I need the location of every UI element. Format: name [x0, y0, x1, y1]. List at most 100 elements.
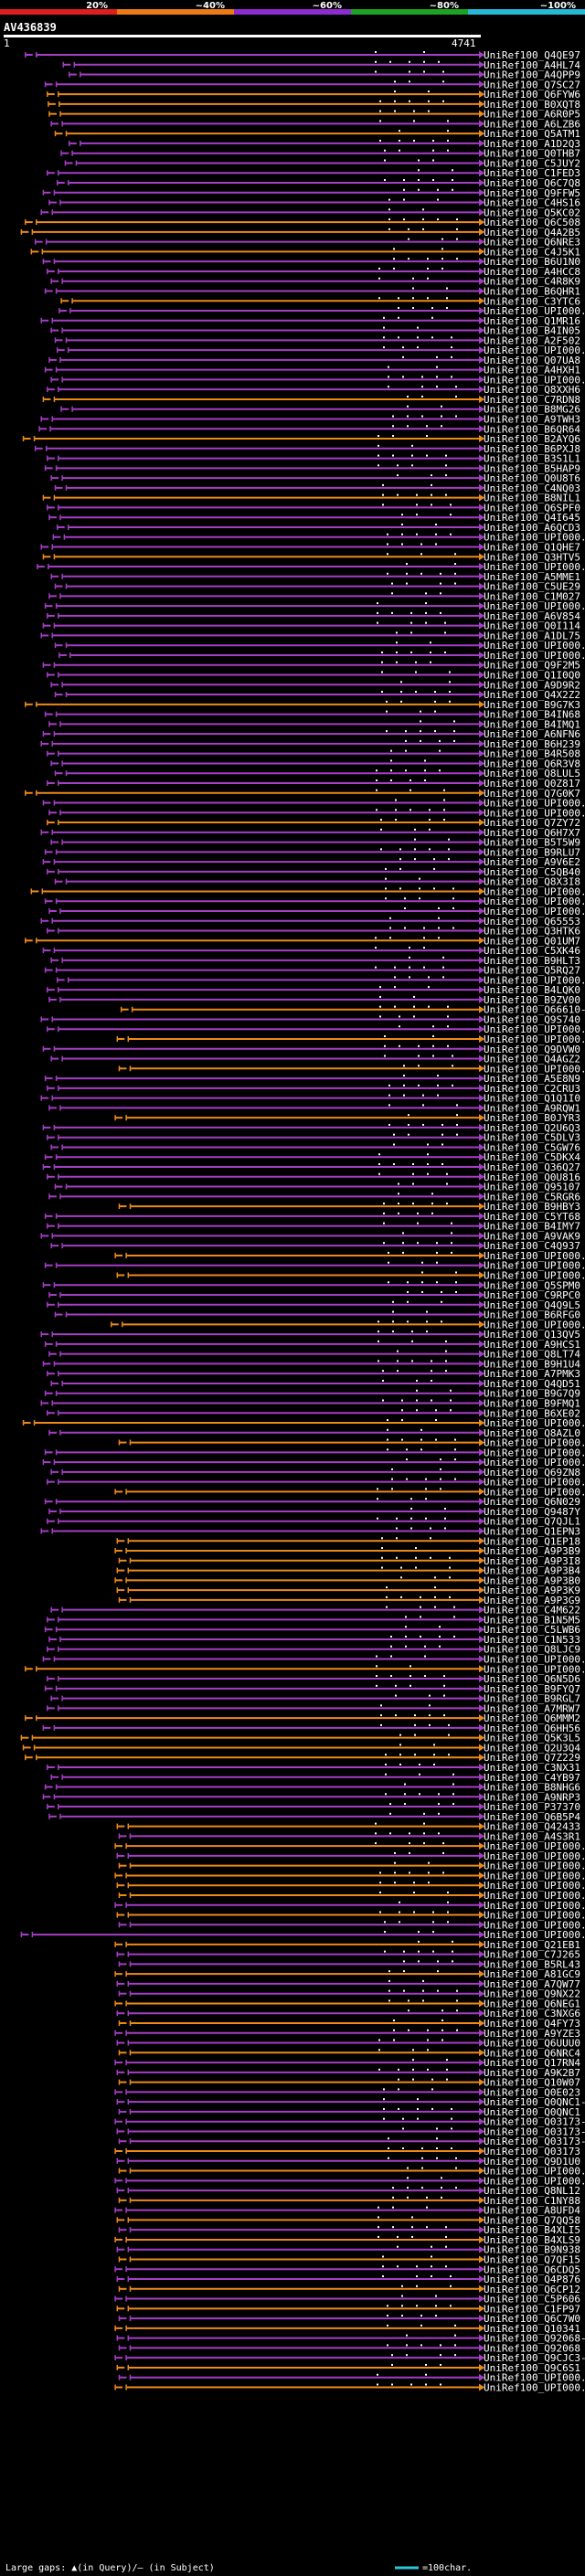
hit-row[interactable]: UniRef100_Q3HTK6 [47, 926, 580, 938]
hit-row[interactable]: UniRef100_Q36Q27 [42, 1161, 580, 1173]
hit-label[interactable]: UniRef100_UPI000... [484, 1447, 585, 1458]
hit-label[interactable]: UniRef100_UPI000... [484, 1850, 585, 1862]
hit-label[interactable]: UniRef100_UPI000... [484, 2175, 585, 2187]
hit-row[interactable]: UniRef100_Q4I645 [48, 512, 580, 524]
hit-label[interactable]: UniRef100_B8NHG6 [484, 1782, 580, 1794]
hit-label[interactable]: UniRef100_Q9D1U0 [484, 2156, 580, 2168]
hit-label[interactable]: UniRef100_B9G7Q9 [484, 1388, 580, 1400]
hit-label[interactable]: UniRef100_B4XLS9 [484, 2234, 580, 2246]
hit-label[interactable]: UniRef100_C4YB97 [484, 1772, 580, 1784]
hit-row[interactable]: UniRef100_UPI000... [48, 807, 585, 819]
hit-label[interactable]: UniRef100_Q6FYW6 [484, 89, 580, 101]
hit-label[interactable]: UniRef100_Q5KC02 [484, 207, 580, 218]
hit-label[interactable]: UniRef100_A4HCC8 [484, 266, 580, 278]
hit-row[interactable]: UniRef100_UPI000... [114, 2381, 585, 2393]
hit-label[interactable]: UniRef100_C4J5K1 [484, 246, 580, 258]
hit-row[interactable]: UniRef100_UPI000... [114, 1900, 585, 1912]
hit-row[interactable]: UniRef100_Q9S740 [40, 1013, 580, 1025]
hit-row[interactable]: UniRef100_Q10341 [114, 2323, 580, 2335]
hit-row[interactable]: UniRef100_A6QCD3 [56, 522, 580, 534]
hit-row[interactable]: UniRef100_Q6HH56 [42, 1723, 580, 1734]
hit-row[interactable]: UniRef100_Q03173-2 [116, 2125, 585, 2137]
hit-label[interactable]: UniRef100_UPI000... [484, 2381, 585, 2393]
hit-row[interactable]: UniRef100_Q7ZY72 [47, 817, 580, 829]
hit-row[interactable]: UniRef100_Q03173 [114, 2146, 580, 2157]
hit-row[interactable]: UniRef100_A1DL75 [40, 630, 580, 641]
hit-label[interactable]: UniRef100_C5XK46 [484, 945, 580, 957]
hit-label[interactable]: UniRef100_Q3HTV5 [484, 551, 580, 563]
hit-label[interactable]: UniRef100_Q7G0K7 [484, 788, 580, 800]
hit-row[interactable]: UniRef100_Q6R3V8 [50, 758, 580, 769]
hit-label[interactable]: UniRef100_Q95107 [484, 1182, 580, 1193]
hit-label[interactable]: UniRef100_B4IN05 [484, 325, 580, 337]
hit-label[interactable]: UniRef100_UPI000... [484, 1919, 585, 1931]
hit-label[interactable]: UniRef100_UPI000... [484, 1880, 585, 1892]
hit-row[interactable]: UniRef100_UPI000... [54, 640, 585, 652]
hit-row[interactable]: UniRef100_B2AYQ6 [22, 433, 580, 445]
hit-row[interactable]: UniRef100_Q8NL12 [116, 2185, 580, 2197]
hit-row[interactable]: UniRef100_Q92068-2 [116, 2333, 585, 2345]
hit-row[interactable]: UniRef100_C3NX31 [47, 1762, 580, 1774]
hit-row[interactable]: UniRef100_B9G7K3 [24, 699, 580, 711]
hit-label[interactable]: UniRef100_B6H239 [484, 738, 580, 750]
hit-row[interactable]: UniRef100_UPI000... [116, 1850, 585, 1862]
hit-label[interactable]: UniRef100_Q17RN4 [484, 2057, 580, 2069]
hit-row[interactable]: UniRef100_B5T5W9 [50, 837, 580, 849]
hit-row[interactable]: UniRef100_B8NIL1 [42, 493, 580, 504]
hit-row[interactable]: UniRef100_UPI000... [118, 1437, 585, 1449]
hit-row[interactable]: UniRef100_UPI000... [20, 1929, 585, 1941]
hit-row[interactable]: UniRef100_A9YZE3 [114, 2028, 580, 2040]
hit-row[interactable]: UniRef100_Q5RQ27 [44, 965, 580, 977]
hit-label[interactable]: UniRef100_UPI000... [484, 640, 585, 652]
hit-label[interactable]: UniRef100_B9HLT3 [484, 955, 580, 967]
hit-label[interactable]: UniRef100_UPI000... [484, 1023, 585, 1035]
hit-label[interactable]: UniRef100_Q6CP12 [484, 2284, 580, 2295]
hit-label[interactable]: UniRef100_A8UFD4 [484, 2205, 580, 2217]
hit-label[interactable]: UniRef100_Q1Q1I0 [484, 1093, 580, 1105]
hit-row[interactable]: UniRef100_Q6N029 [44, 1496, 580, 1508]
hit-label[interactable]: UniRef100_Q6MMM2 [484, 1712, 580, 1724]
hit-row[interactable]: UniRef100_A9P3B4 [116, 1565, 580, 1577]
hit-row[interactable]: UniRef100_Q01UM7 [24, 935, 580, 947]
hit-label[interactable]: UniRef100_Q6CDQ5 [484, 2263, 580, 2275]
hit-row[interactable]: UniRef100_C4J5K1 [30, 246, 580, 258]
hit-row[interactable]: UniRef100_UPI000... [42, 1457, 585, 1468]
hit-row[interactable]: UniRef100_UPI000... [50, 374, 585, 386]
hit-row[interactable]: UniRef100_P37370 [47, 1801, 580, 1813]
hit-label[interactable]: UniRef100_Q9C6S1 [484, 2362, 580, 2374]
hit-row[interactable]: UniRef100_C1N533 [48, 1634, 580, 1646]
hit-row[interactable]: UniRef100_A8UFD4 [114, 2205, 580, 2217]
hit-label[interactable]: UniRef100_B5HAP9 [484, 462, 580, 474]
hit-row[interactable]: UniRef100_A7QW77 [116, 1978, 580, 1990]
hit-label[interactable]: UniRef100_Q9FFW5 [484, 187, 580, 199]
hit-label[interactable]: UniRef100_A9VAK9 [484, 1230, 580, 1242]
hit-row[interactable]: UniRef100_UPI000... [48, 906, 585, 917]
hit-label[interactable]: UniRef100_C9RPC0 [484, 1289, 580, 1301]
hit-label[interactable]: UniRef100_C1FED3 [484, 167, 580, 179]
hit-row[interactable]: UniRef100_UPI000... [22, 1417, 585, 1429]
hit-label[interactable]: UniRef100_B9FYQ7 [484, 1683, 580, 1695]
hit-label[interactable]: UniRef100_Q92068 [484, 2342, 580, 2354]
hit-row[interactable]: UniRef100_A5MME1 [50, 571, 580, 583]
hit-label[interactable]: UniRef100_A1DL75 [484, 630, 580, 641]
hit-label[interactable]: UniRef100_B4XLI5 [484, 2224, 580, 2236]
hit-row[interactable]: UniRef100_Q6SPF0 [47, 502, 580, 514]
hit-label[interactable]: UniRef100_Q65553 [484, 916, 580, 928]
hit-label[interactable]: UniRef100_A7QW77 [484, 1978, 580, 1990]
hit-label[interactable]: UniRef100_C5DKX4 [484, 1151, 580, 1163]
hit-row[interactable]: UniRef100_A9D9R2 [50, 679, 580, 691]
hit-row[interactable]: UniRef100_A9VAK9 [40, 1230, 580, 1242]
hit-row[interactable]: UniRef100_C4HS16 [48, 197, 580, 209]
hit-row[interactable]: UniRef100_C5GW76 [50, 1141, 580, 1153]
hit-row[interactable]: UniRef100_UPI000... [110, 1319, 585, 1330]
hit-row[interactable]: UniRef100_UPI000... [44, 600, 585, 612]
hit-label[interactable]: UniRef100_B8NIL1 [484, 493, 580, 504]
hit-row[interactable]: UniRef100_Q21EB1 [114, 1939, 580, 1951]
hit-label[interactable]: UniRef100_B4IMY7 [484, 1221, 580, 1233]
hit-label[interactable]: UniRef100_B1N5M5 [484, 1614, 580, 1626]
hit-label[interactable]: UniRef100_C5P606 [484, 2294, 580, 2306]
hit-row[interactable]: UniRef100_C4Q937 [50, 1240, 580, 1252]
hit-row[interactable]: UniRef100_Q1QHE7 [40, 542, 580, 554]
hit-row[interactable]: UniRef100_UPI000... [30, 885, 585, 897]
hit-row[interactable]: UniRef100_Q4AGZ2 [50, 1054, 580, 1065]
